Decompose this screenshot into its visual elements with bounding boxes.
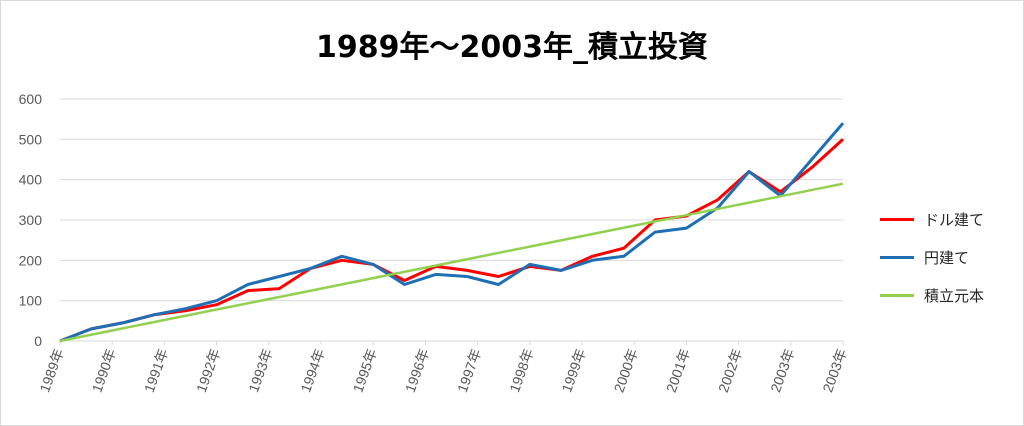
x-tick-labels: 1989年 1990年 1991年 1992年 1993年 1994年 1995年 1996年… [36, 341, 850, 395]
legend-swatch-dollar [880, 217, 914, 221]
x-tick-label: 1995年 [350, 347, 380, 395]
y-tick-label: 500 [19, 131, 43, 147]
legend: ドル建て 円建て 積立元本 [880, 200, 984, 314]
x-tick-label: 2003年 [767, 347, 797, 395]
gridlines [60, 98, 843, 342]
y-tick-label: 400 [19, 172, 43, 188]
x-tick-label: 1992年 [193, 347, 223, 395]
series-line-0 [59, 138, 845, 343]
x-tick-label: 2002年 [715, 347, 745, 395]
x-tick-label: 1999年 [558, 347, 588, 395]
y-tick-label: 300 [19, 212, 43, 228]
x-tick-label: 1989年 [36, 347, 66, 395]
y-tick-label: 600 [19, 91, 43, 107]
x-tick-label: 1994年 [297, 347, 327, 395]
chart-title: 1989年～2003年_積立投資 [316, 30, 708, 65]
legend-swatch-principal [880, 293, 914, 297]
legend-item-principal: 積立元本 [880, 276, 984, 314]
x-tick-label: 1997年 [454, 347, 484, 395]
y-tick-label: 200 [19, 252, 43, 268]
legend-label-principal: 積立元本 [924, 286, 985, 305]
legend-item-dollar: ドル建て [880, 200, 984, 238]
x-tick-label: 2000年 [611, 347, 641, 395]
x-tick-label: 2001年 [663, 347, 693, 395]
x-tick-label: 1990年 [89, 347, 119, 395]
x-tick-label: 1996年 [402, 347, 432, 395]
series-line-1 [59, 122, 845, 343]
legend-label-dollar: ドル建て [924, 210, 985, 229]
x-tick-label: 1998年 [506, 347, 536, 395]
x-tick-label: 2003年 [819, 347, 849, 395]
series-lines [59, 122, 845, 343]
y-tick-label: 100 [19, 293, 43, 309]
y-tick-labels: 0 100 200 300 400 500 600 [19, 91, 43, 349]
legend-item-yen: 円建て [880, 238, 984, 276]
legend-swatch-yen [880, 255, 914, 259]
x-tick-label: 1993年 [245, 347, 275, 395]
legend-label-yen: 円建て [924, 248, 970, 267]
y-tick-label: 0 [34, 333, 42, 349]
x-tick-label: 1991年 [141, 347, 171, 395]
series-line-2 [59, 182, 844, 343]
